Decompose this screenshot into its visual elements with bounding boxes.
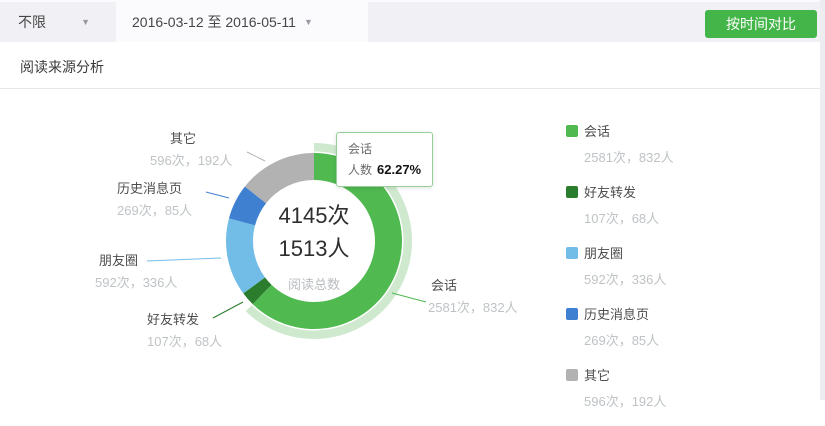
total-readers: 1513人 [278, 236, 350, 261]
section-title: 阅读来源分析 [20, 59, 104, 75]
chart-tooltip: 会话 人数 62.27% [336, 132, 434, 187]
legend-name-other: 其它 [584, 368, 611, 383]
callout-chat-name: 会话 [431, 278, 458, 293]
filter-value: 不限 [18, 14, 46, 30]
legend-counts-other: 596次，192人 [584, 394, 667, 409]
tooltip-series-name: 会话 [348, 142, 373, 156]
date-range-dropdown[interactable]: 2016-03-12 至 2016-05-11 ▼ [116, 2, 368, 42]
legend-swatch-friend-share [566, 185, 578, 198]
donut-chart[interactable] [0, 0, 825, 400]
legend-counts-history-page: 269次，85人 [584, 333, 660, 348]
total-reads: 4145次 [278, 203, 350, 228]
callout-friend-share-name: 好友转发 [147, 312, 200, 327]
chevron-down-icon: ▼ [81, 16, 90, 27]
legend-swatch-chat [566, 124, 578, 137]
callout-chat-counts: 2581次，832人 [428, 300, 518, 315]
callout-moments-counts: 592次，336人 [95, 275, 178, 290]
date-range-value: 2016-03-12 至 2016-05-11 [132, 14, 296, 30]
legend-name-history-page: 历史消息页 [584, 307, 650, 322]
chart-center-totals: 4145次 1513人 阅读总数 [234, 199, 394, 293]
legend-counts-friend-share: 107次，68人 [584, 211, 660, 226]
legend-counts-chat: 2581次，832人 [584, 150, 674, 165]
legend-name-moments: 朋友圈 [584, 246, 624, 261]
legend-item-friend-share[interactable]: 好友转发 107次，68人 [566, 182, 674, 227]
callout-friend-share: 好友转发 107次，68人 [147, 312, 222, 350]
legend-swatch-moments [566, 246, 578, 259]
legend-swatch-history-page [566, 307, 578, 320]
tooltip-metric: 人数 [348, 163, 373, 177]
callout-other-name: 其它 [170, 131, 197, 146]
legend-name-friend-share: 好友转发 [584, 185, 637, 200]
legend-item-history-page[interactable]: 历史消息页 269次，85人 [566, 304, 674, 349]
section-divider [0, 88, 820, 89]
filter-dropdown[interactable]: 不限 ▼ [18, 2, 90, 42]
right-page-gutter [820, 0, 825, 400]
callout-other-counts: 596次，192人 [150, 153, 233, 168]
callout-other: 其它 596次，192人 [150, 131, 232, 169]
tooltip-value: 62.27% [377, 162, 422, 177]
toolbar: 不限 ▼ 2016-03-12 至 2016-05-11 ▼ 按时间对比 [0, 0, 825, 42]
legend-item-moments[interactable]: 朋友圈 592次，336人 [566, 243, 674, 288]
legend-name-chat: 会话 [584, 124, 611, 139]
callout-moments-name: 朋友圈 [99, 253, 139, 268]
chevron-down-icon: ▼ [303, 16, 313, 27]
legend-counts-moments: 592次，336人 [584, 272, 667, 287]
callout-chat: 会话 2581次，832人 [428, 278, 518, 316]
compare-by-time-button[interactable]: 按时间对比 [705, 10, 817, 38]
legend-swatch-other [566, 368, 578, 381]
callout-history-page: 历史消息页 269次，85人 [117, 181, 192, 219]
callout-history-page-name: 历史消息页 [117, 181, 183, 196]
total-caption: 阅读总数 [287, 277, 340, 292]
legend-item-chat[interactable]: 会话 2581次，832人 [566, 121, 674, 166]
chart-legend: 会话 2581次，832人 好友转发 107次，68人 朋友圈 592次，336… [566, 121, 674, 426]
callout-moments: 朋友圈 592次，336人 [95, 253, 177, 291]
legend-item-other[interactable]: 其它 596次，192人 [566, 365, 674, 410]
callout-history-page-counts: 269次，85人 [117, 203, 193, 218]
callout-friend-share-counts: 107次，68人 [147, 334, 223, 349]
